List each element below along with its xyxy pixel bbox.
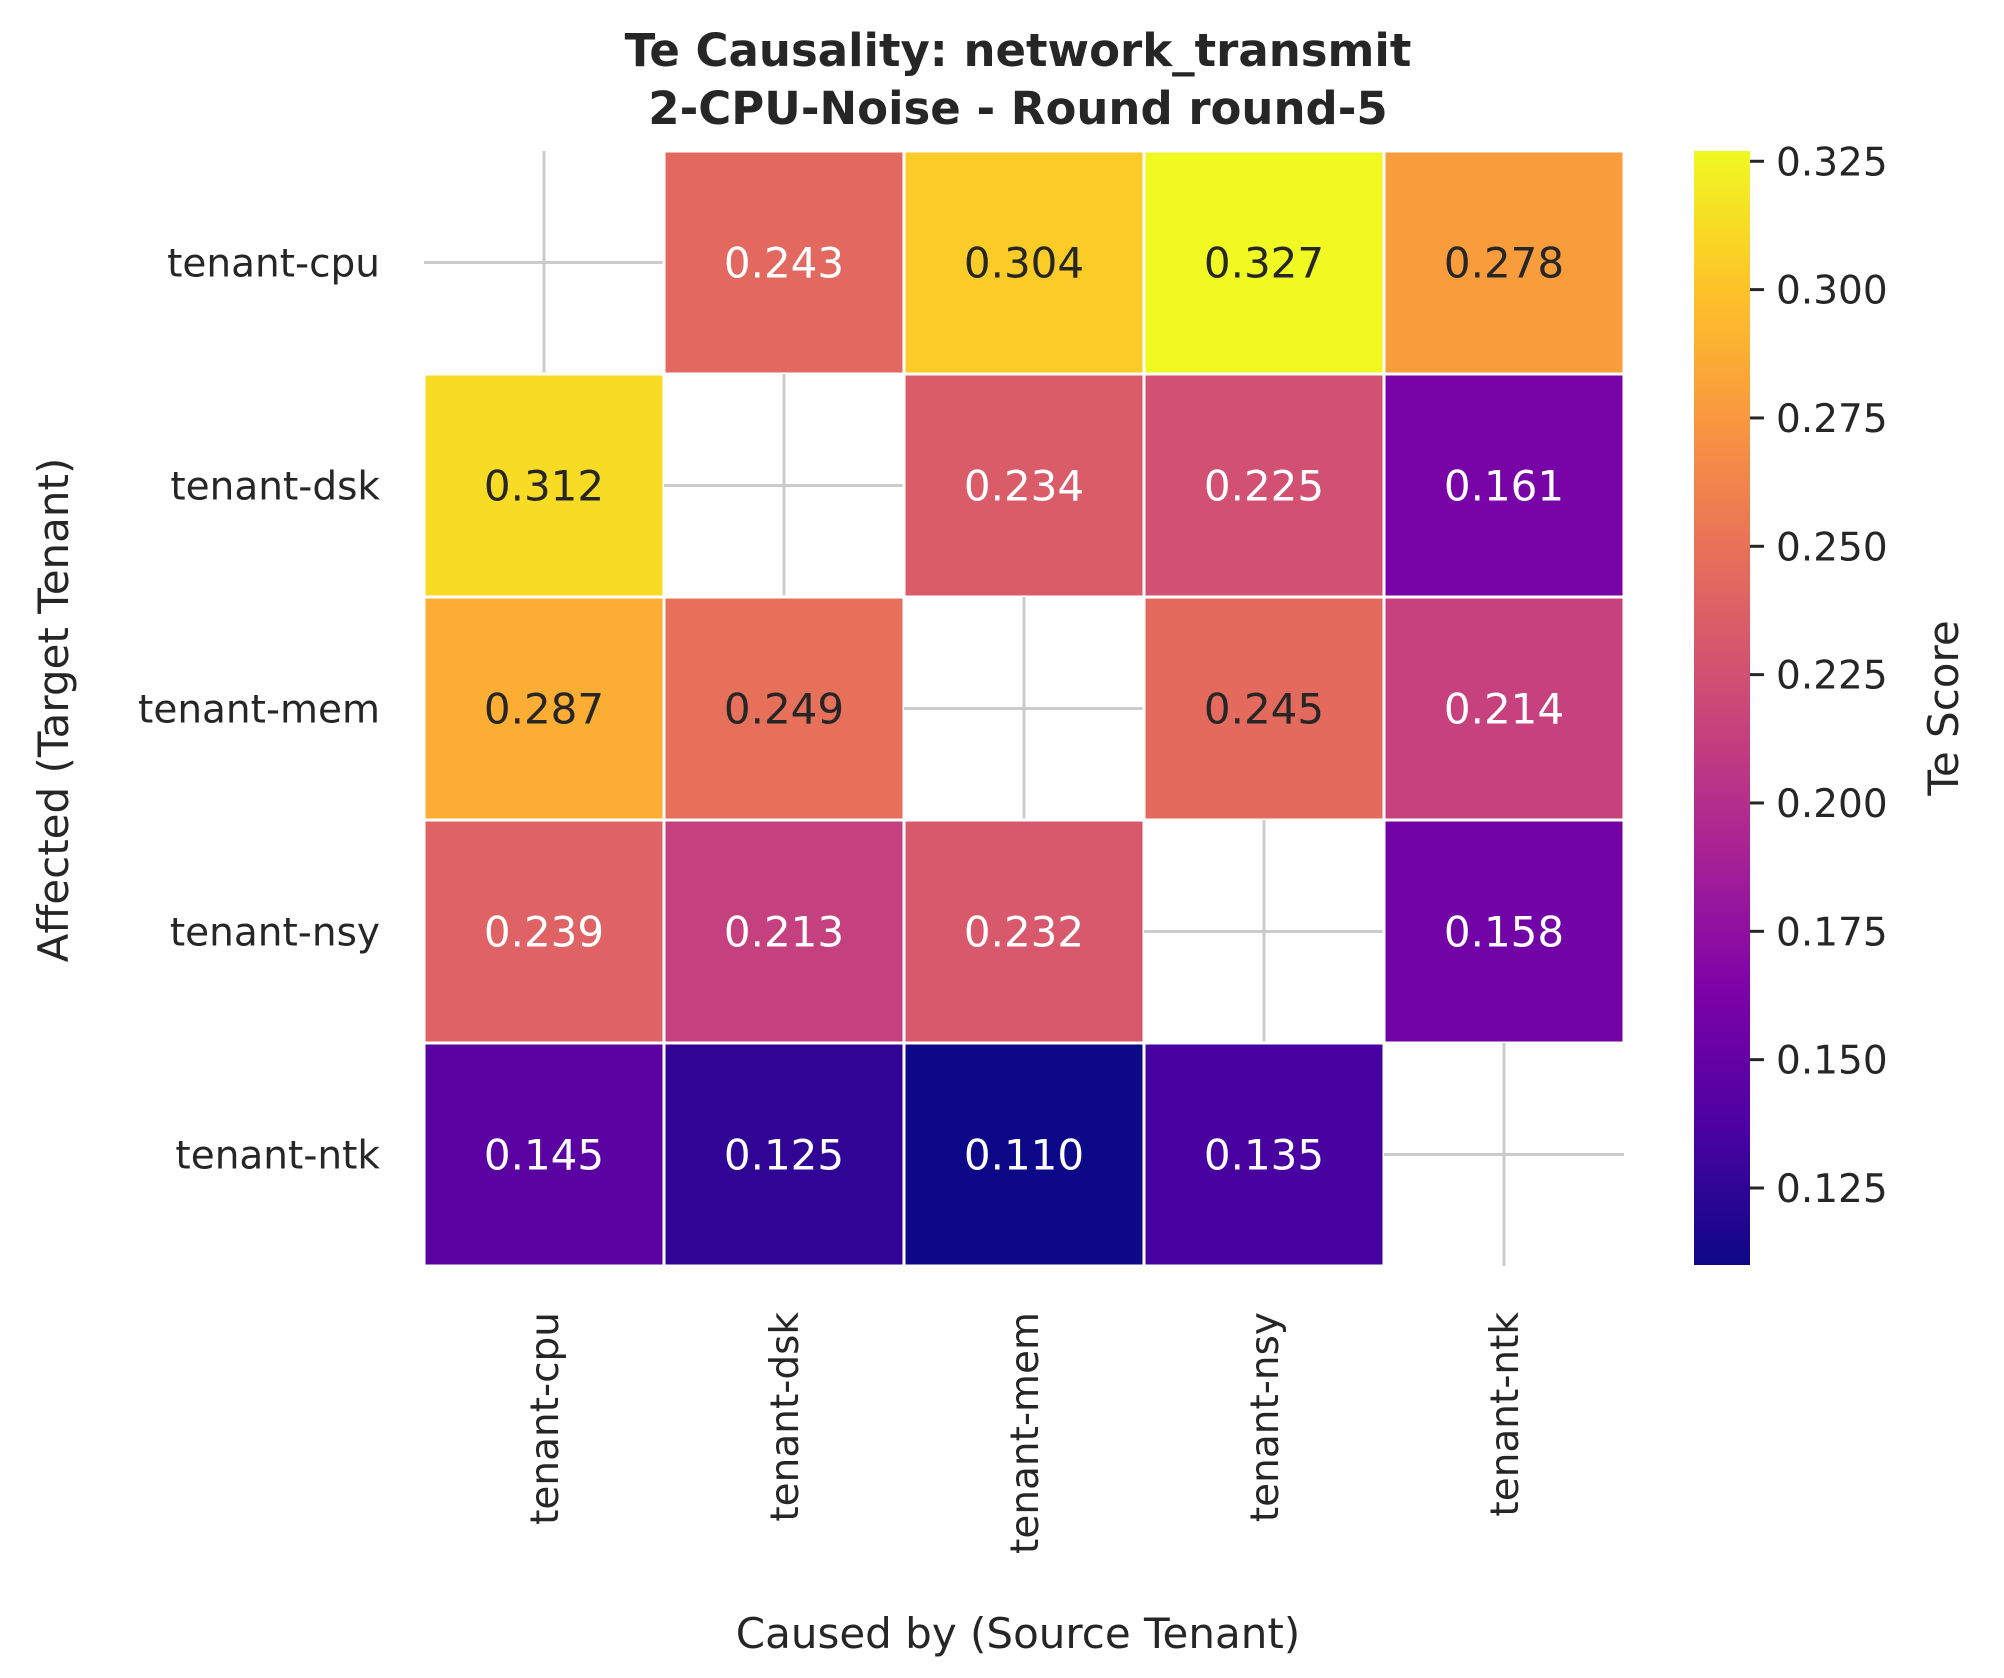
heatmap-cell xyxy=(1142,595,1386,822)
y-tick-label: tenant-ntk xyxy=(175,1134,380,1179)
colorbar xyxy=(1694,151,1750,1265)
x-tick-label: tenant-nsy xyxy=(1243,1312,1288,1522)
y-tick-label: tenant-mem xyxy=(138,688,380,733)
cell-value-label: 0.287 xyxy=(484,685,604,734)
cell-value-label: 0.249 xyxy=(724,685,844,734)
cell-value-label: 0.234 xyxy=(964,462,1084,511)
x-axis-label: Caused by (Source Tenant) xyxy=(736,1609,1300,1658)
heatmap-cell xyxy=(662,149,906,376)
cell-value-label: 0.125 xyxy=(724,1131,844,1180)
heatmap-cell xyxy=(1142,149,1386,376)
heatmap-cell xyxy=(902,372,1146,599)
colorbar-tick-label: 0.275 xyxy=(1776,397,1888,442)
heatmap-cell xyxy=(422,818,666,1045)
cell-value-label: 0.239 xyxy=(484,908,604,957)
heatmap-cells xyxy=(422,149,1626,1268)
heatmap-cell xyxy=(902,149,1146,376)
colorbar-tick-label: 0.300 xyxy=(1776,269,1888,314)
cell-value-label: 0.135 xyxy=(1204,1131,1324,1180)
chart-title: Te Causality: network_transmit xyxy=(625,24,1412,77)
cell-value-label: 0.225 xyxy=(1204,462,1324,511)
heatmap-cell xyxy=(662,595,906,822)
heatmap-cell xyxy=(422,1041,666,1268)
diagonal-cell xyxy=(424,151,664,374)
cell-value-label: 0.243 xyxy=(724,239,844,288)
colorbar-label: Te Score xyxy=(1919,620,1968,796)
cell-value-label: 0.213 xyxy=(724,908,844,957)
chart-subtitle: 2-CPU-Noise - Round round-5 xyxy=(648,82,1387,135)
heatmap-cell-labels: 0.243 0.304 0.327 0.278 0.312 0.234 0.225 0.161… xyxy=(484,239,1564,1180)
cell-value-label: 0.312 xyxy=(484,462,604,511)
cell-value-label: 0.278 xyxy=(1444,239,1564,288)
cell-value-label: 0.245 xyxy=(1204,685,1324,734)
x-tick-label: tenant-cpu xyxy=(523,1312,568,1525)
cell-value-label: 0.161 xyxy=(1444,462,1564,511)
colorbar-tick-label: 0.175 xyxy=(1776,910,1888,955)
y-tick-label: tenant-dsk xyxy=(170,465,380,510)
heatmap-cell xyxy=(902,1041,1146,1268)
x-tick-label: tenant-ntk xyxy=(1483,1312,1528,1517)
diagonal-cell xyxy=(1384,1043,1624,1266)
cell-value-label: 0.304 xyxy=(964,239,1084,288)
colorbar-tick-label: 0.125 xyxy=(1776,1167,1888,1212)
heatmap-cell xyxy=(662,818,906,1045)
colorbar-tick-label: 0.225 xyxy=(1776,654,1888,699)
y-tick-label: tenant-cpu xyxy=(167,242,380,287)
colorbar-ticks: 0.125 0.150 0.175 0.200 0.225 0.250 0.275 0.300… xyxy=(1750,140,1888,1212)
cell-value-label: 0.214 xyxy=(1444,685,1564,734)
heatmap-cell xyxy=(1382,595,1626,822)
x-tick-label: tenant-mem xyxy=(1003,1312,1048,1554)
x-tick-labels: tenant-cpu tenant-dsk tenant-mem tenant-nsy… xyxy=(523,1312,1528,1554)
colorbar-tick-label: 0.150 xyxy=(1776,1039,1888,1084)
x-tick-label: tenant-dsk xyxy=(763,1312,808,1522)
y-tick-labels: tenant-cpu tenant-dsk tenant-mem tenant-nsy… xyxy=(138,242,380,1179)
y-tick-label: tenant-nsy xyxy=(170,911,380,956)
cell-value-label: 0.110 xyxy=(964,1131,1084,1180)
diagonal-cell xyxy=(664,374,904,597)
heatmap-cell xyxy=(1382,149,1626,376)
heatmap-cell xyxy=(1382,818,1626,1045)
heatmap-cell xyxy=(1382,372,1626,599)
heatmap-cell xyxy=(662,1041,906,1268)
colorbar-tick-label: 0.325 xyxy=(1776,140,1888,185)
colorbar-tick-label: 0.200 xyxy=(1776,782,1888,827)
colorbar-tick-label: 0.250 xyxy=(1776,525,1888,570)
cell-value-label: 0.158 xyxy=(1444,908,1564,957)
cell-value-label: 0.232 xyxy=(964,908,1084,957)
heatmap-cell xyxy=(1142,1041,1386,1268)
cell-value-label: 0.327 xyxy=(1204,239,1324,288)
cell-value-label: 0.145 xyxy=(484,1131,604,1180)
diagonal-cell xyxy=(1144,820,1384,1043)
diagonal-cell xyxy=(904,597,1144,820)
y-axis-label: Affected (Target Tenant) xyxy=(29,458,78,963)
heatmap-cell xyxy=(422,595,666,822)
